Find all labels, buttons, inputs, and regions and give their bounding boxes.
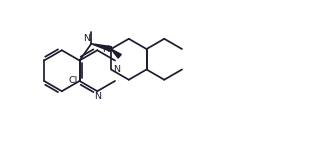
Text: H: H [102,45,109,54]
Text: N: N [83,34,90,43]
Polygon shape [111,49,121,58]
Text: Cl: Cl [68,76,78,85]
Polygon shape [91,44,112,51]
Text: N: N [94,92,101,101]
Text: N: N [113,65,120,74]
